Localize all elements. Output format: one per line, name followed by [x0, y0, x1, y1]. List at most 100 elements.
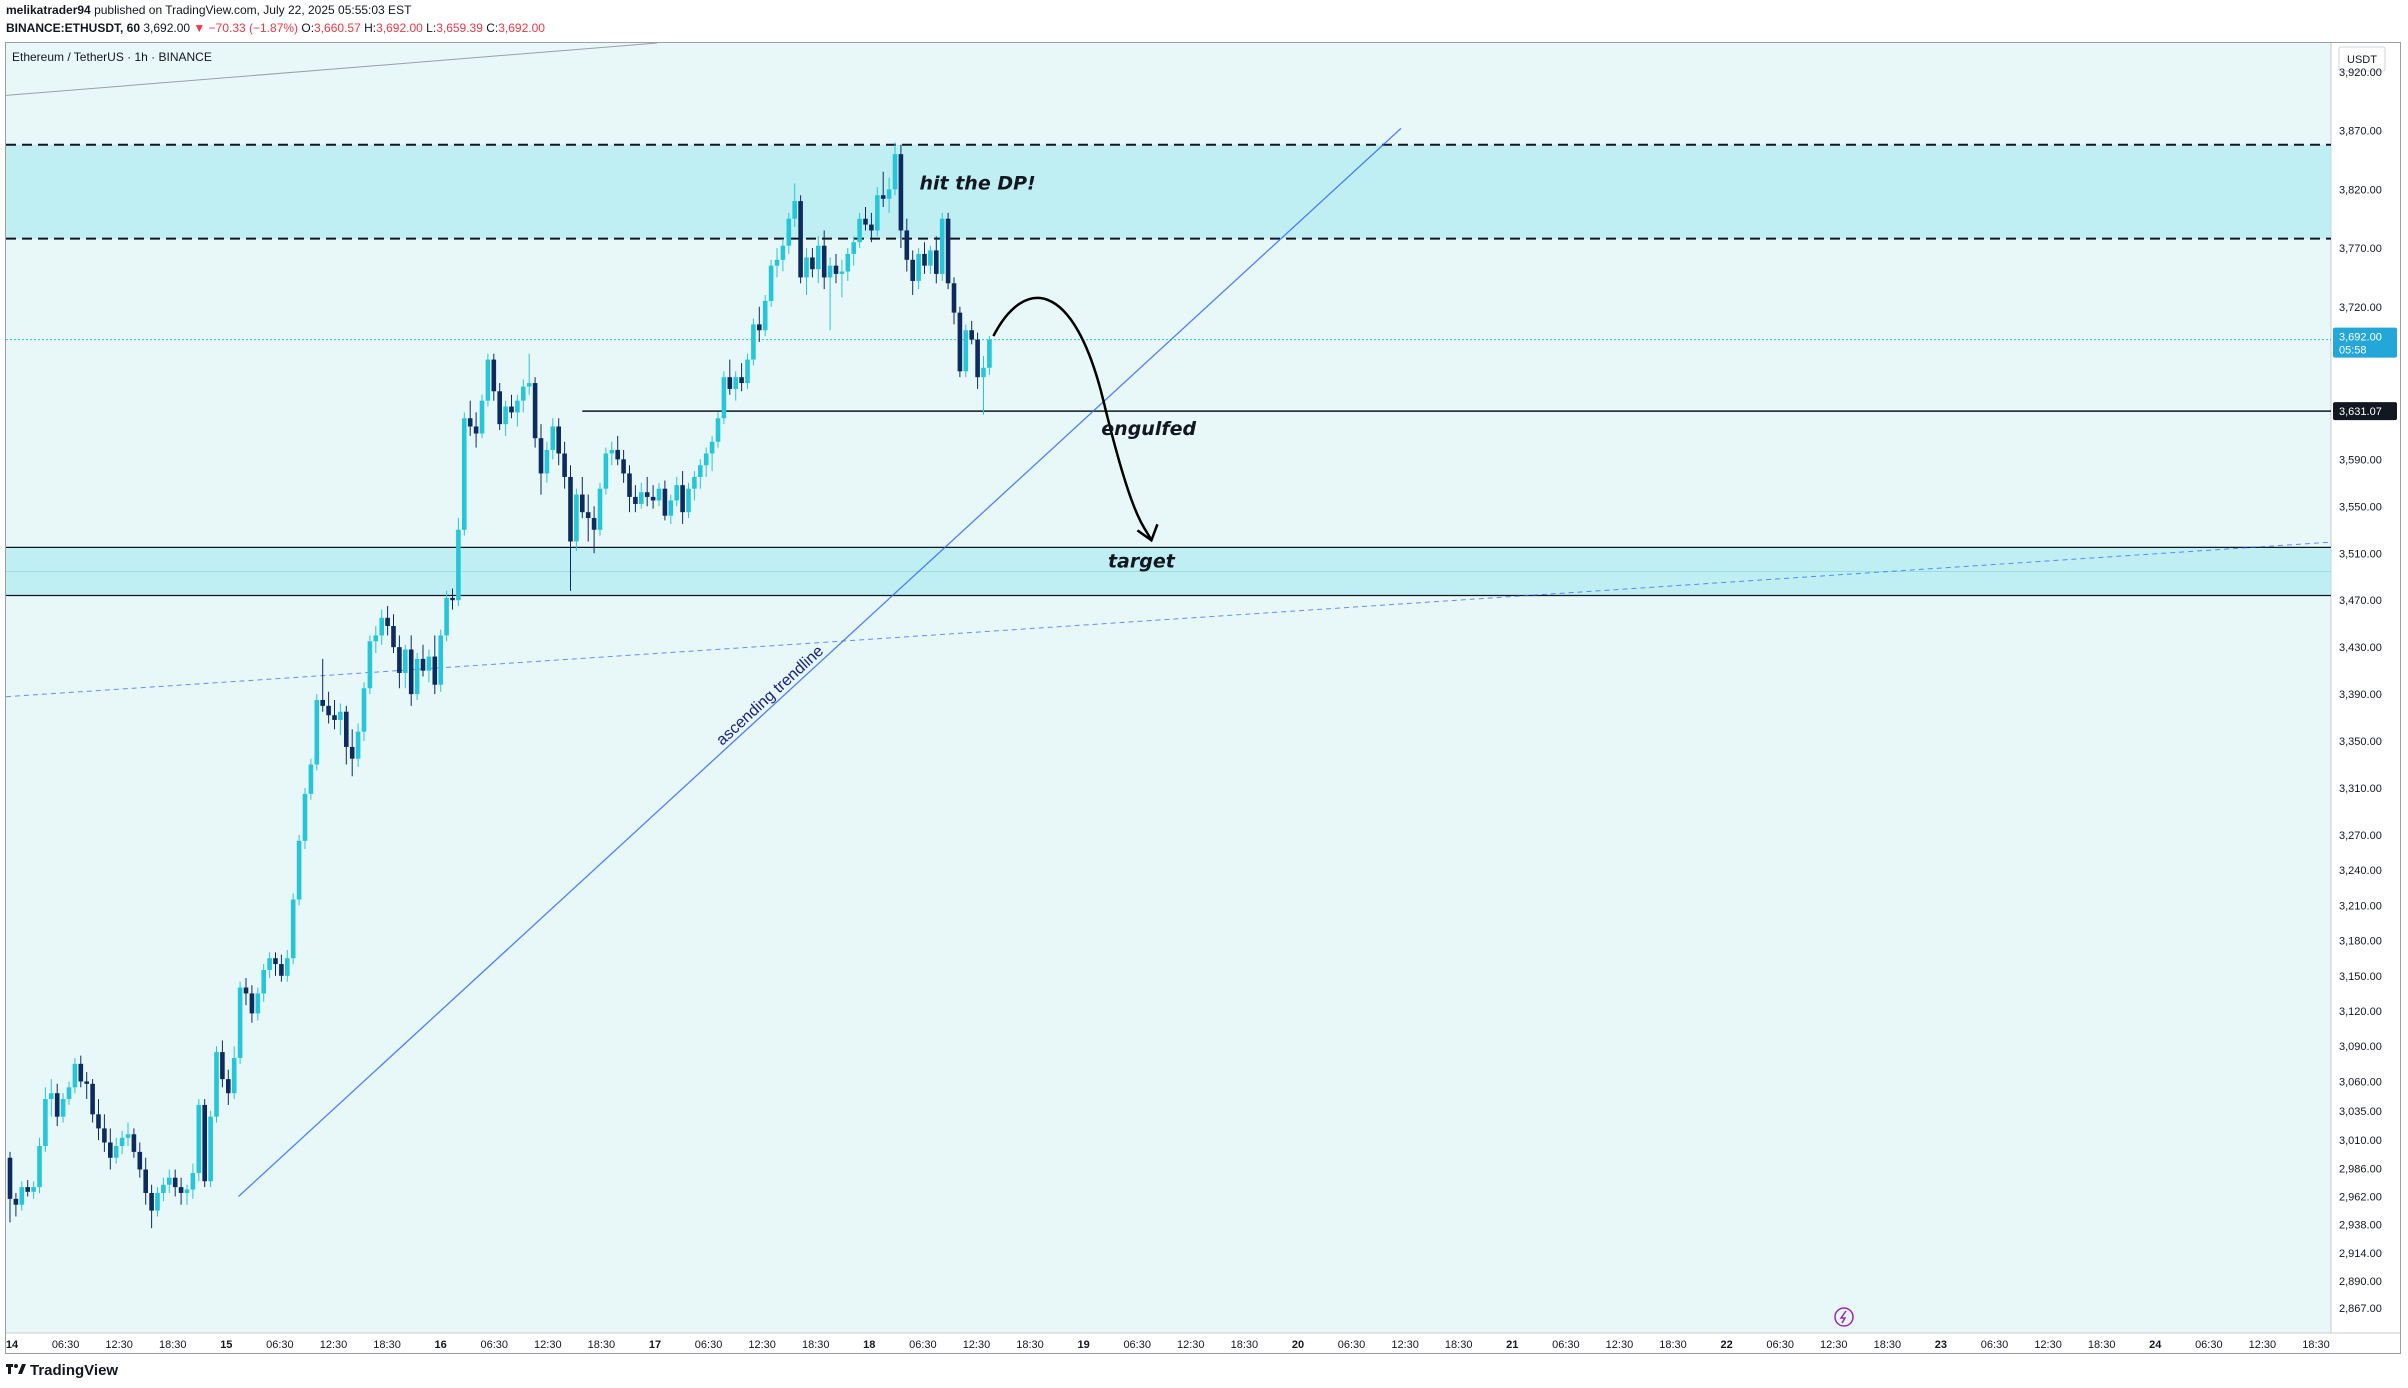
candle-body: [810, 257, 815, 270]
candle-body: [751, 324, 756, 360]
y-tick-label: 2,938.00: [2339, 1220, 2382, 1232]
candle-body: [290, 899, 296, 959]
chart-frame[interactable]: ascending trendline hit the DP! engulfed ta…: [5, 42, 2401, 1354]
candle-body: [49, 1093, 54, 1100]
published-text: published on TradingView.com, July 22, 2…: [94, 3, 412, 17]
candle-body: [403, 649, 408, 673]
candle-body: [987, 339, 992, 368]
candle-body: [515, 400, 520, 413]
candle-body: [721, 377, 727, 419]
candle-body: [951, 283, 957, 313]
candle-body: [13, 1198, 19, 1205]
candle-body: [686, 488, 691, 513]
annotation-engulfed: engulfed: [1101, 418, 1196, 440]
candle-body: [674, 485, 679, 501]
candle-body: [556, 426, 561, 454]
candle-body: [31, 1187, 36, 1192]
ascending-trendline[interactable]: [238, 127, 1402, 1197]
x-tick-label: 18:30: [1016, 1339, 1044, 1351]
y-tick-label: 3,920.00: [2339, 67, 2382, 79]
candle-body: [928, 250, 933, 266]
upper-channel-line: [6, 43, 658, 96]
candle-body: [320, 699, 325, 706]
candle-body: [491, 359, 497, 392]
last-price-tag-countdown: 05:58: [2339, 345, 2367, 357]
y-tick-label: 3,010.00: [2339, 1135, 2382, 1147]
candle-body: [615, 449, 620, 460]
x-tick-label: 21: [1506, 1339, 1518, 1351]
candle-body: [391, 626, 396, 648]
currency-box: [2338, 46, 2386, 72]
candle-body: [338, 711, 343, 720]
candle-body: [19, 1187, 25, 1205]
x-tick-label: 12:30: [748, 1339, 776, 1351]
candle-body: [72, 1063, 78, 1088]
tradingview-logo[interactable]: TradingView: [6, 1362, 118, 1379]
candle-body: [226, 1079, 231, 1094]
candle-body: [119, 1137, 125, 1147]
level-price-tag-value: 3,631.07: [2339, 406, 2382, 418]
open-value: 3,660.57: [314, 21, 361, 35]
projection-arrow: [992, 296, 1153, 541]
y-tick-label: 3,310.00: [2339, 783, 2382, 795]
candle-body: [102, 1128, 107, 1143]
candle-body: [603, 453, 609, 489]
candle-body: [261, 969, 266, 994]
x-tick-label: 12:30: [105, 1339, 133, 1351]
event-marker-icon[interactable]: [1834, 1307, 1854, 1327]
y-tick-label: 3,510.00: [2339, 548, 2382, 560]
chart-legend-title: Ethereum / TetherUS · 1h · BINANCE: [12, 50, 212, 64]
candle-body: [863, 218, 868, 225]
candle-body: [231, 1057, 237, 1094]
candle-body: [361, 688, 367, 732]
high-label: H:: [364, 21, 377, 35]
candle-body: [692, 476, 697, 489]
x-tick-label: 17: [649, 1339, 661, 1351]
candle-body: [975, 339, 980, 378]
x-tick-label: 18:30: [1659, 1339, 1687, 1351]
x-tick-label: 15: [220, 1339, 232, 1351]
candle-body: [580, 494, 585, 513]
candle-body: [149, 1192, 154, 1211]
candle-body: [680, 485, 685, 513]
candle-body: [762, 300, 768, 331]
open-label: O:: [301, 21, 315, 35]
candle-body: [60, 1099, 66, 1117]
candle-body: [591, 518, 597, 530]
x-tick-label: 18:30: [802, 1339, 830, 1351]
candle-body: [285, 958, 290, 976]
candle-body: [326, 705, 331, 716]
candle-body: [279, 964, 284, 976]
x-tick-label: 20: [1292, 1339, 1304, 1351]
x-tick-label: 12:30: [2034, 1339, 2062, 1351]
projection-arrowhead: [1136, 523, 1159, 543]
candle-body: [408, 649, 414, 695]
candle-body: [703, 453, 709, 466]
candle-body: [485, 359, 491, 401]
high-value: 3,692.00: [376, 21, 423, 35]
candle-body: [161, 1184, 166, 1193]
candle-body: [208, 1116, 213, 1182]
y-tick-label: 2,890.00: [2339, 1276, 2382, 1288]
candle-body: [249, 993, 255, 1014]
x-tick-label: 06:30: [1981, 1339, 2009, 1351]
candle-body: [54, 1093, 60, 1117]
x-tick-label: 06:30: [2195, 1339, 2223, 1351]
candle-body: [308, 764, 314, 794]
x-tick-label: 12:30: [1391, 1339, 1419, 1351]
candle-body: [662, 488, 668, 516]
close-label: C:: [486, 21, 499, 35]
x-tick-label: 06:30: [695, 1339, 723, 1351]
x-tick-label: 23: [1935, 1339, 1947, 1351]
candle-body: [355, 731, 361, 759]
candle-body: [821, 245, 827, 278]
candle-body: [190, 1173, 196, 1190]
candle-body: [196, 1104, 202, 1174]
x-tick-label: 18: [863, 1339, 875, 1351]
plot-background: [6, 43, 2331, 1333]
candle-body: [113, 1146, 119, 1158]
candle-body: [780, 245, 786, 260]
y-tick-label: 3,870.00: [2339, 126, 2382, 138]
candle-body: [479, 400, 485, 434]
